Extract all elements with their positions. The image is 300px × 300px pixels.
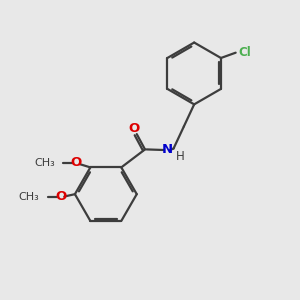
Text: O: O: [70, 156, 82, 169]
Text: CH₃: CH₃: [34, 158, 55, 168]
Text: N: N: [161, 143, 172, 157]
Text: Cl: Cl: [238, 46, 251, 59]
Text: O: O: [55, 190, 66, 203]
Text: H: H: [176, 150, 185, 163]
Text: CH₃: CH₃: [19, 191, 39, 202]
Text: O: O: [129, 122, 140, 135]
